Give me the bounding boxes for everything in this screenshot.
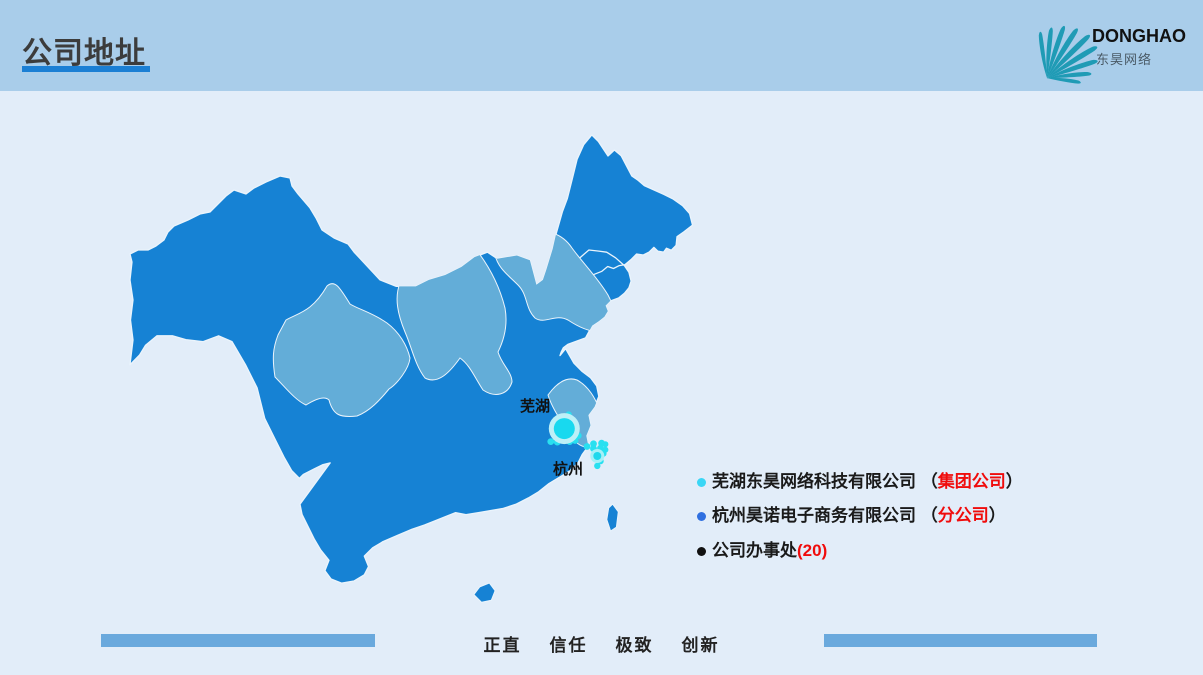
- svg-text:杭州: 杭州: [553, 460, 583, 478]
- svg-text:芜湖: 芜湖: [520, 397, 550, 415]
